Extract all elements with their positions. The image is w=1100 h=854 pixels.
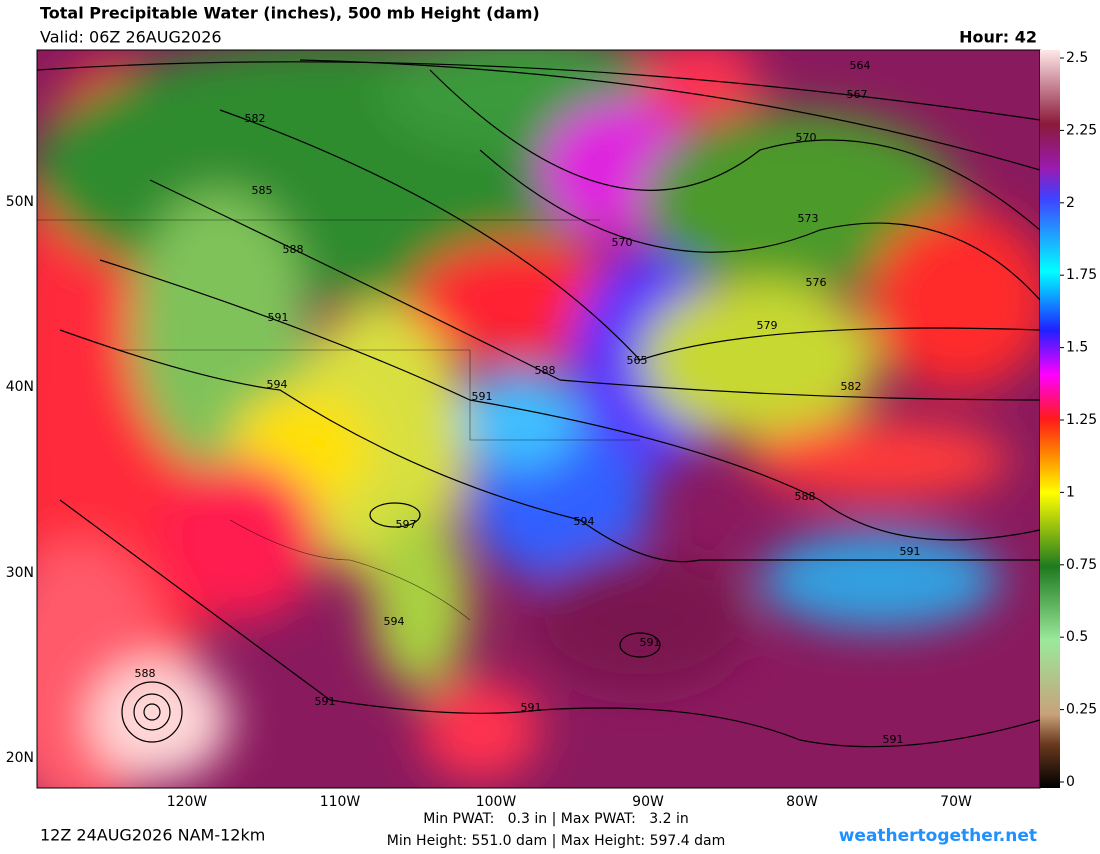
model-run: 12Z 24AUG2026 NAM-12km <box>40 826 265 845</box>
colorbar <box>1040 50 1060 788</box>
colorbar-tick-label: 1 <box>1066 484 1075 500</box>
contour-label: 582 <box>841 380 862 393</box>
forecast-hour: Hour: 42 <box>959 28 1037 47</box>
height-contours <box>37 59 1040 748</box>
colorbar-tick-label: 2.25 <box>1066 122 1097 138</box>
contour-label: 567 <box>847 88 868 101</box>
contour-label: 597 <box>396 518 417 531</box>
contour-label: 594 <box>574 515 595 528</box>
lon-label: 70W <box>940 794 972 810</box>
contour-label: 591 <box>640 636 661 649</box>
lat-label: 50N <box>6 194 34 210</box>
lon-label: 120W <box>167 794 208 810</box>
contour-label: 579 <box>757 319 778 332</box>
contour-label: 588 <box>535 364 556 377</box>
contour-label: 588 <box>795 490 816 503</box>
lon-label: 90W <box>632 794 664 810</box>
contour-label: 576 <box>806 276 827 289</box>
contour-label: 582 <box>245 112 266 125</box>
contour-label: 591 <box>521 701 542 714</box>
contour-label: 594 <box>384 615 405 628</box>
lat-label: 20N <box>6 750 34 766</box>
lat-label: 40N <box>6 379 34 395</box>
lon-label: 80W <box>786 794 818 810</box>
lon-label: 100W <box>476 794 517 810</box>
valid-time: Valid: 06Z 26AUG2026 <box>40 28 222 47</box>
height-range: Min Height: 551.0 dam | Max Height: 597.… <box>387 833 725 849</box>
contour-label: 588 <box>135 667 156 680</box>
contour-label: 565 <box>627 354 648 367</box>
colorbar-tick-label: 1.5 <box>1066 340 1088 356</box>
contour-label: 591 <box>472 390 493 403</box>
colorbar-tick-label: 1.75 <box>1066 267 1097 283</box>
colorbar-tick-label: 2.5 <box>1066 50 1088 66</box>
title: Total Precipitable Water (inches), 500 m… <box>40 4 540 23</box>
contour-label: 564 <box>850 59 871 72</box>
contour-label: 573 <box>798 212 819 225</box>
contour-label: 591 <box>900 545 921 558</box>
colorbar-tick-label: 0.5 <box>1066 629 1088 645</box>
lat-label: 30N <box>6 565 34 581</box>
contour-label: 594 <box>267 378 288 391</box>
site-link: weathertogether.net <box>839 826 1037 846</box>
contour-label: 591 <box>268 311 289 324</box>
lon-label: 110W <box>320 794 361 810</box>
colorbar-tick-label: 0.25 <box>1066 702 1097 718</box>
colorbar-tick-label: 1.25 <box>1066 412 1097 428</box>
pwat-range: Min PWAT: 0.3 in | Max PWAT: 3.2 in <box>423 811 688 827</box>
contour-label: 591 <box>315 695 336 708</box>
contour-label: 570 <box>796 131 817 144</box>
contour-label: 588 <box>283 243 304 256</box>
borders <box>37 219 640 621</box>
contour-label: 591 <box>883 733 904 746</box>
map-field <box>37 50 1040 788</box>
colorbar-tick-label: 0.75 <box>1066 557 1097 573</box>
contour-label: 570 <box>612 236 633 249</box>
colorbar-tick-label: 0 <box>1066 774 1075 790</box>
colorbar-tick-label: 2 <box>1066 195 1075 211</box>
contour-label: 585 <box>252 184 273 197</box>
